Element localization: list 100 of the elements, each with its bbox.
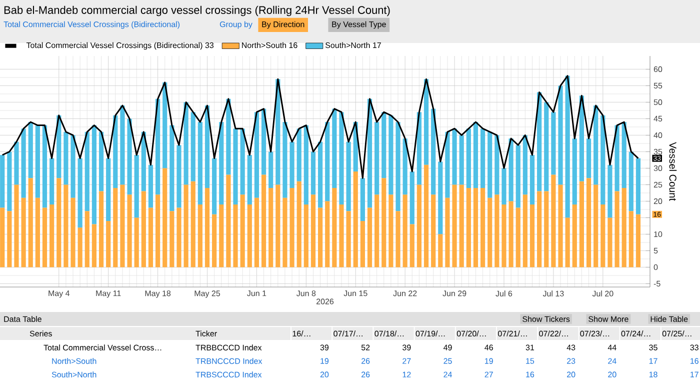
x-tick-label: May 18 (145, 290, 171, 298)
bar (254, 112, 260, 198)
text: Group by (220, 21, 252, 29)
text: 33 (690, 344, 698, 350)
y-tick-label: 45 (654, 116, 662, 122)
bar (382, 178, 386, 268)
bar (494, 194, 500, 268)
bar (64, 132, 68, 185)
bar (282, 122, 288, 198)
bar (502, 168, 506, 204)
bar (622, 188, 626, 268)
chart-title: Bab el-Mandeb commercial cargo vessel crossings (Rolling 24Hr Vessel Count) (4, 6, 390, 16)
text: 07/18/… (374, 330, 404, 336)
bar (424, 164, 429, 268)
text: 07/17/… (334, 330, 362, 336)
bar (473, 122, 478, 188)
text: 16 (526, 372, 534, 378)
bar (14, 184, 19, 268)
text: 46 (484, 344, 493, 350)
bar (247, 155, 252, 204)
y-tick-label: 60 (654, 66, 662, 72)
bar (148, 208, 154, 268)
bar (226, 98, 231, 175)
text: TRBBCCCD Index (196, 344, 262, 350)
bar (572, 138, 577, 204)
bar (537, 92, 542, 192)
bar (204, 188, 210, 268)
bar (332, 188, 337, 268)
bar (50, 204, 54, 268)
text: 07/25/… (662, 330, 692, 336)
x-tick-label: May 11 (96, 290, 121, 298)
bar (410, 224, 414, 268)
legend-label: North>South 16 (242, 42, 298, 48)
bar (290, 188, 294, 268)
x-tick-label: Jul 20 (592, 290, 614, 296)
bar (544, 191, 549, 268)
text: Show Tickers (522, 316, 570, 322)
bar (516, 145, 520, 208)
text: 19 (485, 358, 493, 364)
text: 49 (444, 344, 452, 350)
bar (268, 152, 274, 188)
bar (134, 155, 139, 218)
text: 17 (649, 358, 658, 364)
text: Total Commercial Vessel Cross… (44, 344, 162, 350)
text: Show More (588, 316, 628, 322)
bar (466, 188, 471, 268)
bar (636, 158, 641, 214)
bar (219, 204, 224, 268)
bar (438, 162, 443, 234)
bar (374, 194, 380, 268)
bar (120, 106, 125, 185)
bar (325, 201, 330, 268)
bar (600, 204, 606, 268)
bar (310, 194, 316, 268)
chart-subtitle: Total Commercial Vessel Crossings (Bidirectional) (4, 21, 180, 29)
bar (594, 184, 598, 268)
bar (212, 214, 217, 268)
bar (565, 76, 570, 218)
bar (240, 194, 245, 268)
bar (261, 174, 266, 268)
x-axis-title: 2026 (316, 298, 334, 304)
x-tick-label: Jun 29 (442, 290, 466, 296)
text: 26 (362, 358, 370, 364)
text: 31 (526, 344, 534, 350)
bar (64, 184, 68, 268)
text: 27 (484, 372, 493, 378)
bar (636, 214, 641, 268)
text: Series (30, 330, 52, 336)
bar (127, 118, 132, 195)
text: 26 (362, 372, 370, 378)
y-tick-label: 55 (654, 82, 662, 88)
bar (184, 102, 188, 185)
bar (318, 142, 323, 208)
bar (276, 184, 280, 268)
bar (254, 198, 260, 268)
bar (431, 194, 436, 268)
bar (35, 198, 40, 268)
y-tick-label: 30 (654, 165, 662, 172)
text: 39 (402, 344, 411, 350)
bar (318, 208, 323, 268)
bar (558, 86, 563, 185)
text: 12 (402, 372, 411, 378)
x-tick-label: May 4 (48, 290, 70, 298)
bar (14, 142, 19, 185)
bar (141, 191, 146, 268)
bar (134, 218, 139, 268)
text: 24 (608, 358, 616, 364)
bar (170, 211, 174, 268)
bar (219, 122, 224, 204)
bar (614, 125, 620, 192)
bar (628, 211, 634, 268)
bar (70, 198, 76, 268)
bar (544, 102, 549, 192)
bar (296, 181, 302, 268)
bar (325, 122, 330, 202)
bar (445, 198, 450, 268)
text: South>North (52, 372, 96, 378)
bar (374, 122, 380, 195)
bar (42, 125, 48, 208)
bar (304, 125, 308, 204)
